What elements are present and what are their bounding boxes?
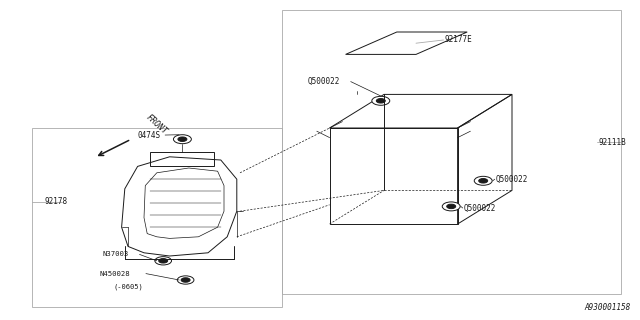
Text: Q500022: Q500022	[307, 77, 340, 86]
Text: Q500022: Q500022	[496, 175, 529, 184]
Circle shape	[447, 204, 456, 209]
Circle shape	[376, 99, 385, 103]
Circle shape	[474, 176, 492, 185]
Text: FRONT: FRONT	[144, 113, 168, 136]
Text: 0474S: 0474S	[138, 131, 161, 140]
Circle shape	[173, 135, 191, 144]
Text: N37003: N37003	[102, 252, 129, 257]
Text: 92177E: 92177E	[445, 36, 472, 44]
Text: N450028: N450028	[99, 271, 130, 276]
Text: (-0605): (-0605)	[114, 283, 143, 290]
Circle shape	[479, 179, 488, 183]
Text: A930001158: A930001158	[584, 303, 630, 312]
Circle shape	[155, 257, 172, 265]
Circle shape	[372, 96, 390, 105]
Circle shape	[178, 137, 187, 141]
Circle shape	[442, 202, 460, 211]
Text: 92178: 92178	[45, 197, 68, 206]
Text: 92111B: 92111B	[598, 138, 626, 147]
Text: Q500022: Q500022	[464, 204, 497, 212]
Circle shape	[159, 259, 168, 263]
Circle shape	[177, 276, 194, 284]
Circle shape	[181, 278, 190, 282]
